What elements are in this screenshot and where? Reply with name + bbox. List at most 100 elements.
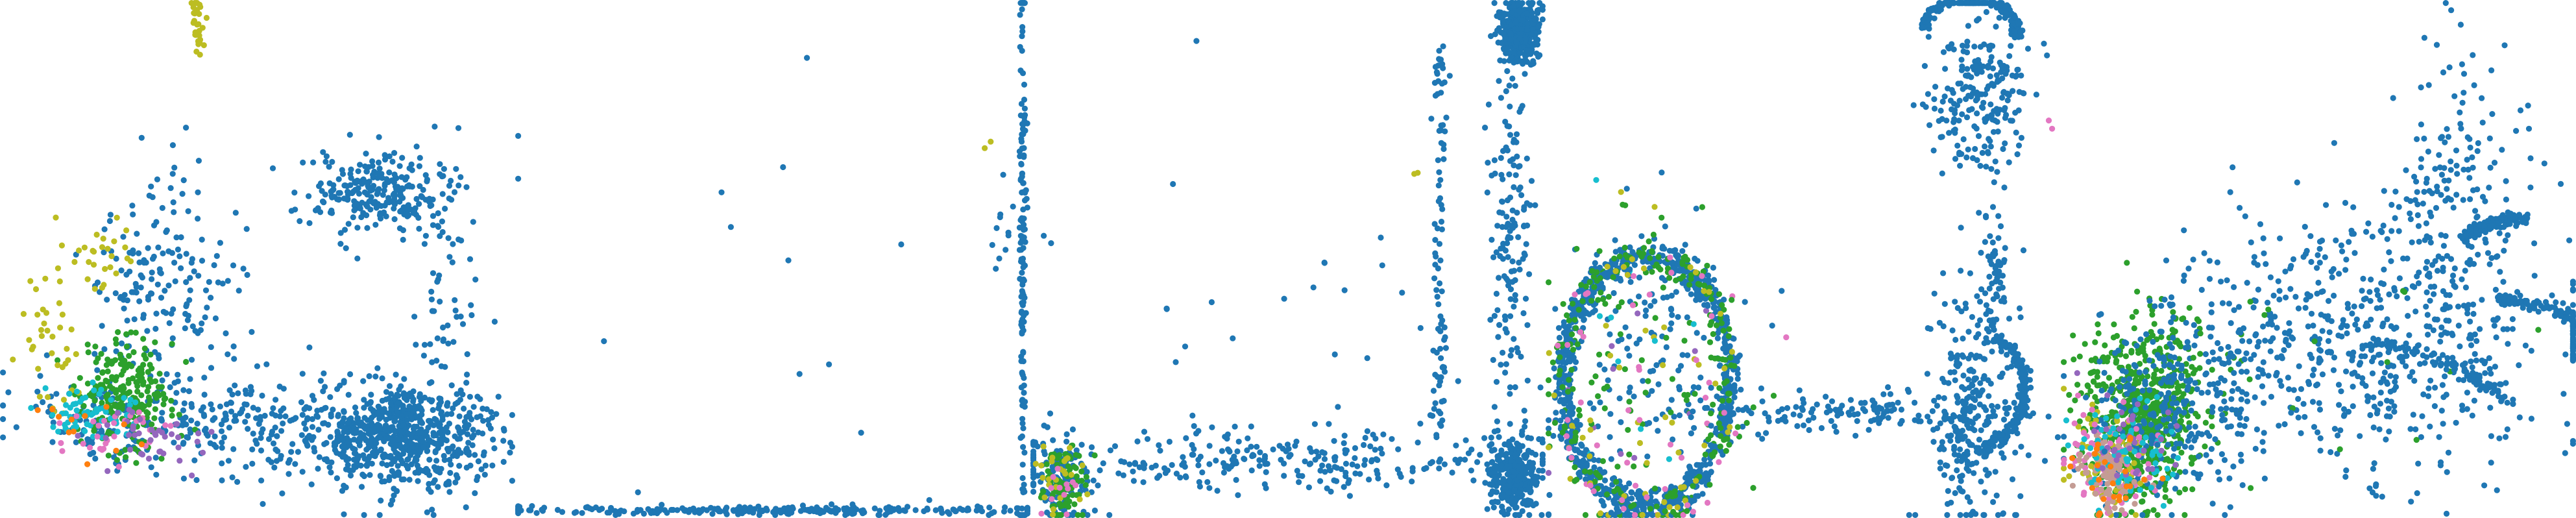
scatter-point bbox=[586, 505, 593, 512]
scatter-point bbox=[168, 310, 175, 317]
scatter-point bbox=[110, 358, 116, 365]
scatter-point bbox=[152, 349, 158, 355]
scatter-point bbox=[1972, 397, 1978, 404]
scatter-point bbox=[274, 433, 280, 439]
scatter-point bbox=[334, 428, 341, 435]
scatter-point bbox=[1950, 354, 1956, 360]
scatter-point bbox=[258, 447, 265, 454]
scatter-point bbox=[1989, 116, 1996, 123]
scatter-point bbox=[1389, 436, 1395, 442]
scatter-point bbox=[2008, 117, 2014, 124]
scatter-point bbox=[383, 462, 390, 469]
scatter-point bbox=[396, 163, 403, 169]
scatter-point bbox=[1950, 127, 1957, 134]
scatter-point bbox=[352, 404, 359, 411]
scatter-point bbox=[359, 199, 365, 206]
scatter-point bbox=[141, 352, 147, 358]
scatter-point bbox=[418, 398, 424, 404]
scatter-point bbox=[1457, 456, 1463, 463]
scatter-point bbox=[1294, 467, 1300, 474]
scatter-point bbox=[304, 441, 310, 448]
scatter-point bbox=[1431, 80, 1438, 86]
scatter-point bbox=[104, 378, 110, 385]
scatter-point bbox=[1372, 447, 1378, 453]
scatter-point bbox=[1987, 73, 1993, 80]
scatter-point bbox=[1440, 142, 1447, 148]
scatter-point bbox=[2002, 399, 2008, 405]
scatter-point bbox=[250, 430, 256, 437]
scatter-point bbox=[173, 389, 180, 396]
scatter-point bbox=[335, 438, 341, 445]
scatter-point bbox=[0, 369, 6, 376]
scatter-point bbox=[243, 463, 249, 470]
scatter-point bbox=[1126, 461, 1133, 467]
scatter-point bbox=[80, 441, 86, 447]
scatter-point bbox=[1120, 472, 1126, 478]
scatter-point bbox=[1960, 354, 1967, 360]
scatter-point bbox=[1546, 425, 1552, 432]
scatter-point bbox=[1668, 409, 1674, 415]
scatter-point bbox=[1019, 278, 1026, 285]
scatter-point bbox=[125, 390, 131, 397]
scatter-point bbox=[73, 351, 79, 358]
scatter-point bbox=[1017, 217, 1024, 223]
scatter-point bbox=[130, 423, 136, 430]
scatter-point bbox=[1974, 70, 1980, 77]
scatter-point bbox=[176, 458, 183, 464]
scatter-point bbox=[1497, 480, 1503, 486]
scatter-point bbox=[99, 382, 106, 388]
scatter-point bbox=[183, 358, 189, 365]
scatter-point bbox=[1825, 403, 1831, 410]
scatter-point bbox=[2041, 458, 2048, 464]
scatter-point bbox=[1508, 21, 1514, 28]
scatter-point bbox=[1488, 441, 1495, 447]
scatter-point bbox=[1020, 425, 1027, 432]
scatter-point bbox=[1498, 245, 1504, 252]
scatter-point bbox=[1960, 136, 1967, 143]
scatter-point bbox=[1509, 225, 1516, 231]
scatter-point bbox=[1955, 438, 1962, 444]
scatter-point bbox=[1434, 71, 1440, 77]
scatter-point bbox=[302, 426, 309, 432]
scatter-point bbox=[1530, 58, 1537, 64]
scatter-point bbox=[442, 205, 448, 212]
scatter-point bbox=[212, 433, 218, 440]
scatter-point bbox=[42, 385, 49, 391]
scatter-point bbox=[111, 238, 117, 245]
scatter-point bbox=[1504, 240, 1511, 247]
scatter-point bbox=[225, 278, 231, 284]
scatter-point bbox=[195, 430, 202, 437]
scatter-point bbox=[1995, 235, 2002, 241]
scatter-point bbox=[1505, 282, 1512, 289]
scatter-point bbox=[228, 400, 234, 406]
scatter-point bbox=[1982, 467, 1989, 473]
scatter-point bbox=[1199, 469, 1206, 476]
scatter-point bbox=[247, 391, 254, 398]
scatter-point bbox=[208, 401, 214, 408]
scatter-point bbox=[95, 375, 101, 381]
scatter-point bbox=[1041, 232, 1047, 239]
scatter-point bbox=[1692, 348, 1698, 354]
scatter-point bbox=[428, 296, 435, 302]
scatter-point bbox=[117, 355, 124, 362]
scatter-point bbox=[104, 368, 111, 375]
scatter-point bbox=[206, 278, 212, 285]
scatter-point bbox=[87, 438, 93, 445]
scatter-point bbox=[132, 399, 139, 406]
scatter-point bbox=[454, 314, 460, 320]
scatter-point bbox=[58, 439, 64, 447]
scatter-point bbox=[1963, 84, 1969, 90]
scatter-point bbox=[1667, 326, 1673, 332]
scatter-point bbox=[1498, 171, 1505, 178]
scatter-point bbox=[1134, 438, 1141, 445]
scatter-point bbox=[648, 510, 654, 517]
scatter-point bbox=[1319, 462, 1326, 469]
scatter-point bbox=[1977, 389, 1984, 396]
scatter-point bbox=[467, 256, 474, 262]
scatter-point bbox=[1532, 202, 1538, 208]
scatter-point bbox=[1491, 157, 1498, 164]
scatter-point bbox=[1875, 415, 1882, 421]
scatter-point bbox=[1256, 463, 1263, 469]
scatter-point bbox=[1019, 259, 1026, 265]
scatter-point bbox=[1263, 485, 1269, 491]
